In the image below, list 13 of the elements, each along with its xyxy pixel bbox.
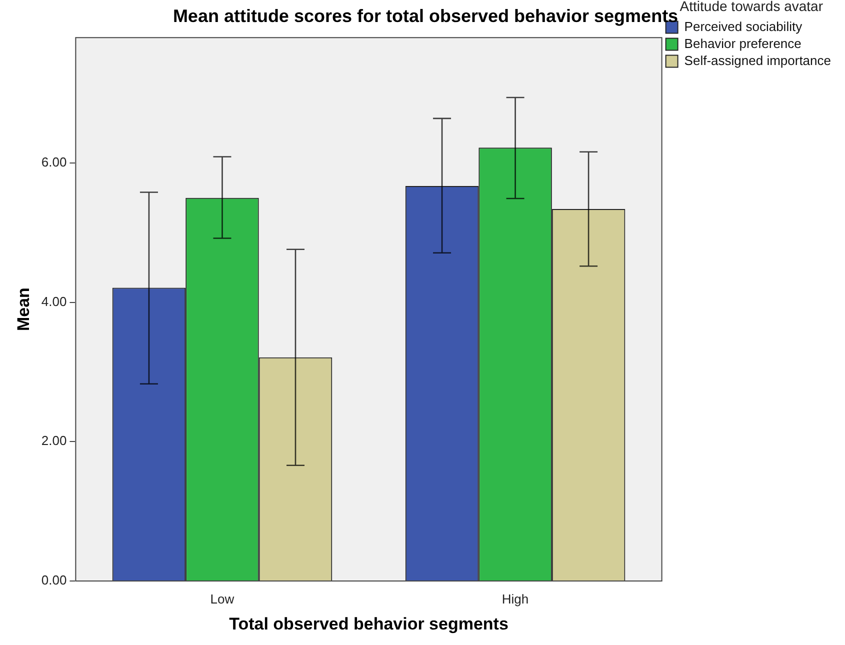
- y-tick-label: 4.00: [41, 294, 67, 309]
- legend-label: Self-assigned importance: [684, 52, 832, 68]
- x-tick-label: Low: [210, 591, 235, 606]
- x-tick-label: High: [502, 591, 529, 606]
- legend-title: Attitude towards avatar: [680, 0, 824, 14]
- chart-title: Mean attitude scores for total observed behavior segments: [172, 6, 678, 26]
- legend-label: Behavior preference: [684, 36, 802, 51]
- y-tick-label: 2.00: [41, 433, 67, 448]
- y-tick-label: 6.00: [41, 154, 67, 170]
- y-tick-label: 0.00: [41, 572, 67, 588]
- y-axis-title: Mean: [14, 288, 33, 332]
- legend-label: Perceived sociability: [684, 18, 803, 34]
- x-axis-title: Total observed behavior segments: [229, 614, 508, 634]
